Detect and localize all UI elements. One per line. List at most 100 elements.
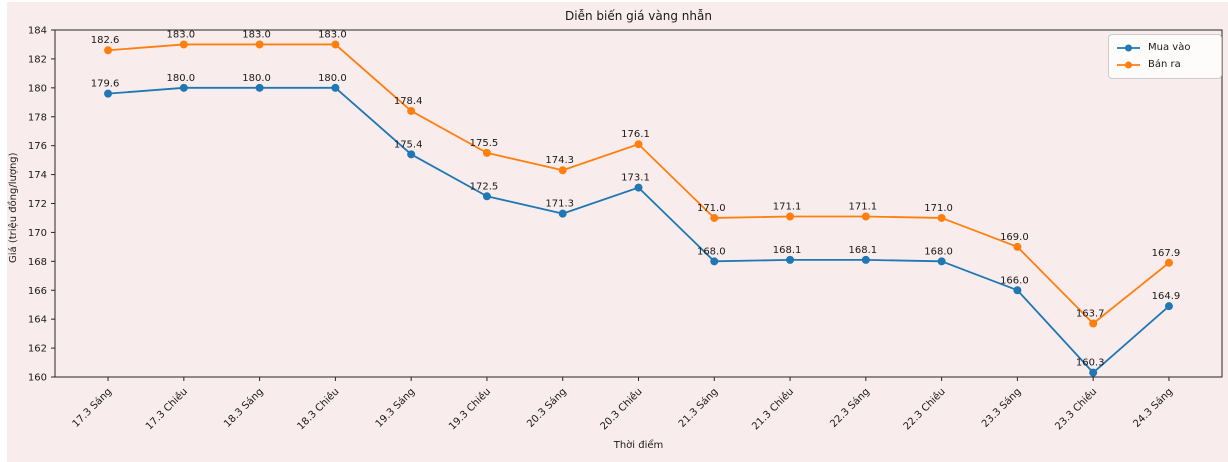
y-tick-label: 166 xyxy=(28,286,47,297)
data-point xyxy=(861,255,870,264)
x-tick-label: 21.3 Chiều xyxy=(749,386,796,433)
data-point xyxy=(1164,258,1173,267)
data-point xyxy=(1089,319,1098,328)
data-point xyxy=(634,140,643,149)
data-point-label: 168.1 xyxy=(773,245,802,256)
line-marker-icon xyxy=(1117,61,1140,69)
x-tick-label: 20.3 Chiều xyxy=(598,386,645,433)
x-tick-label: 23.3 Chiều xyxy=(1053,386,1100,433)
data-point xyxy=(1013,242,1022,251)
data-point xyxy=(937,213,946,222)
data-point xyxy=(331,83,340,92)
data-point xyxy=(710,257,719,266)
data-point-label: 178.4 xyxy=(394,96,423,107)
data-point xyxy=(786,255,795,264)
data-point-label: 171.1 xyxy=(773,202,802,213)
data-point xyxy=(407,150,416,159)
data-point-label: 176.1 xyxy=(621,129,650,140)
data-point-label: 168.1 xyxy=(849,245,878,256)
x-axis-label: Thời điểm xyxy=(613,440,664,451)
x-tick-label: 17.3 Chiều xyxy=(143,386,190,433)
data-point-label: 171.0 xyxy=(697,203,726,214)
data-point xyxy=(1164,302,1173,311)
y-tick-label: 164 xyxy=(28,315,47,326)
x-tick-label: 19.3 Chiều xyxy=(446,386,493,433)
data-point xyxy=(558,209,567,218)
data-point xyxy=(786,212,795,221)
data-point xyxy=(1013,286,1022,295)
data-point xyxy=(482,192,491,201)
data-point-label: 183.0 xyxy=(242,29,271,40)
data-point-label: 182.6 xyxy=(91,35,120,46)
data-point-label: 169.0 xyxy=(1000,232,1029,243)
x-tick-label: 18.3 Chiều xyxy=(295,386,342,433)
data-point xyxy=(861,212,870,221)
x-tick-label: 21.3 Sáng xyxy=(676,386,720,430)
y-tick-label: 184 xyxy=(28,26,47,37)
data-point xyxy=(482,148,491,157)
y-tick-label: 174 xyxy=(28,170,47,181)
x-tick-label: 19.3 Sáng xyxy=(373,386,417,430)
data-point-label: 180.0 xyxy=(318,73,347,84)
data-point-label: 172.5 xyxy=(470,181,499,192)
data-point-label: 171.3 xyxy=(545,199,574,210)
data-point-label: 179.6 xyxy=(91,79,120,90)
legend-item-mua-vao: Mua vào xyxy=(1116,41,1214,53)
y-tick-label: 168 xyxy=(28,257,47,268)
legend-item-ban-ra: Bán ra xyxy=(1116,60,1214,70)
data-point-label: 180.0 xyxy=(242,73,271,84)
data-point xyxy=(255,83,264,92)
data-point-label: 174.3 xyxy=(545,155,574,166)
x-tick-label: 18.3 Sáng xyxy=(221,386,265,430)
y-tick-label: 176 xyxy=(28,141,47,152)
axes-frame xyxy=(54,29,1223,378)
x-tick-label: 20.3 Sáng xyxy=(525,386,569,430)
y-tick-label: 160 xyxy=(28,373,47,384)
data-point-label: 168.0 xyxy=(924,246,953,257)
y-tick-label: 178 xyxy=(28,112,47,123)
x-tick-label: 22.3 Sáng xyxy=(828,386,872,430)
data-point xyxy=(558,166,567,175)
chart-figure xyxy=(7,2,1228,462)
x-tick-label: 24.3 Sáng xyxy=(1131,386,1175,430)
data-point xyxy=(407,106,416,115)
data-point-label: 171.0 xyxy=(924,203,953,214)
data-point-label: 171.1 xyxy=(849,202,878,213)
data-point xyxy=(937,257,946,266)
data-point-label: 164.9 xyxy=(1152,291,1181,302)
data-point-label: 183.0 xyxy=(167,29,196,40)
y-tick-label: 182 xyxy=(28,54,47,65)
data-point xyxy=(331,40,340,49)
chart-title: Diễn biến giá vàng nhẫn xyxy=(565,9,712,23)
x-tick-label: 23.3 Sáng xyxy=(979,386,1023,430)
data-point xyxy=(710,213,719,222)
data-point-label: 175.5 xyxy=(470,138,499,149)
data-point-label: 173.1 xyxy=(621,173,650,184)
data-point-label: 163.7 xyxy=(1076,309,1105,320)
data-point-label: 160.3 xyxy=(1076,358,1105,369)
data-point-label: 166.0 xyxy=(1000,275,1029,286)
data-point xyxy=(634,183,643,192)
y-tick-label: 172 xyxy=(28,199,47,210)
y-tick-label: 180 xyxy=(28,83,47,94)
legend: Mua vào Bán ra xyxy=(1108,34,1222,79)
data-point xyxy=(104,46,113,55)
data-point xyxy=(179,83,188,92)
data-point xyxy=(255,40,264,49)
data-point xyxy=(1089,368,1098,377)
line-marker-icon xyxy=(1117,44,1140,52)
y-axis-label: Giá (triệu đồng/lượng) xyxy=(8,152,19,263)
legend-label-ban-ra: Bán ra xyxy=(1148,59,1181,71)
data-point-label: 180.0 xyxy=(167,73,196,84)
data-point xyxy=(104,89,113,98)
data-point-label: 168.0 xyxy=(697,246,726,257)
y-tick-label: 162 xyxy=(28,344,47,355)
data-point xyxy=(179,40,188,49)
x-tick-label: 22.3 Chiều xyxy=(901,386,948,433)
y-tick-label: 170 xyxy=(28,228,47,239)
data-point-label: 167.9 xyxy=(1152,248,1181,259)
x-tick-label: 17.3 Sáng xyxy=(70,386,114,430)
legend-label-mua-vao: Mua vào xyxy=(1148,41,1191,53)
data-point-label: 183.0 xyxy=(318,29,347,40)
